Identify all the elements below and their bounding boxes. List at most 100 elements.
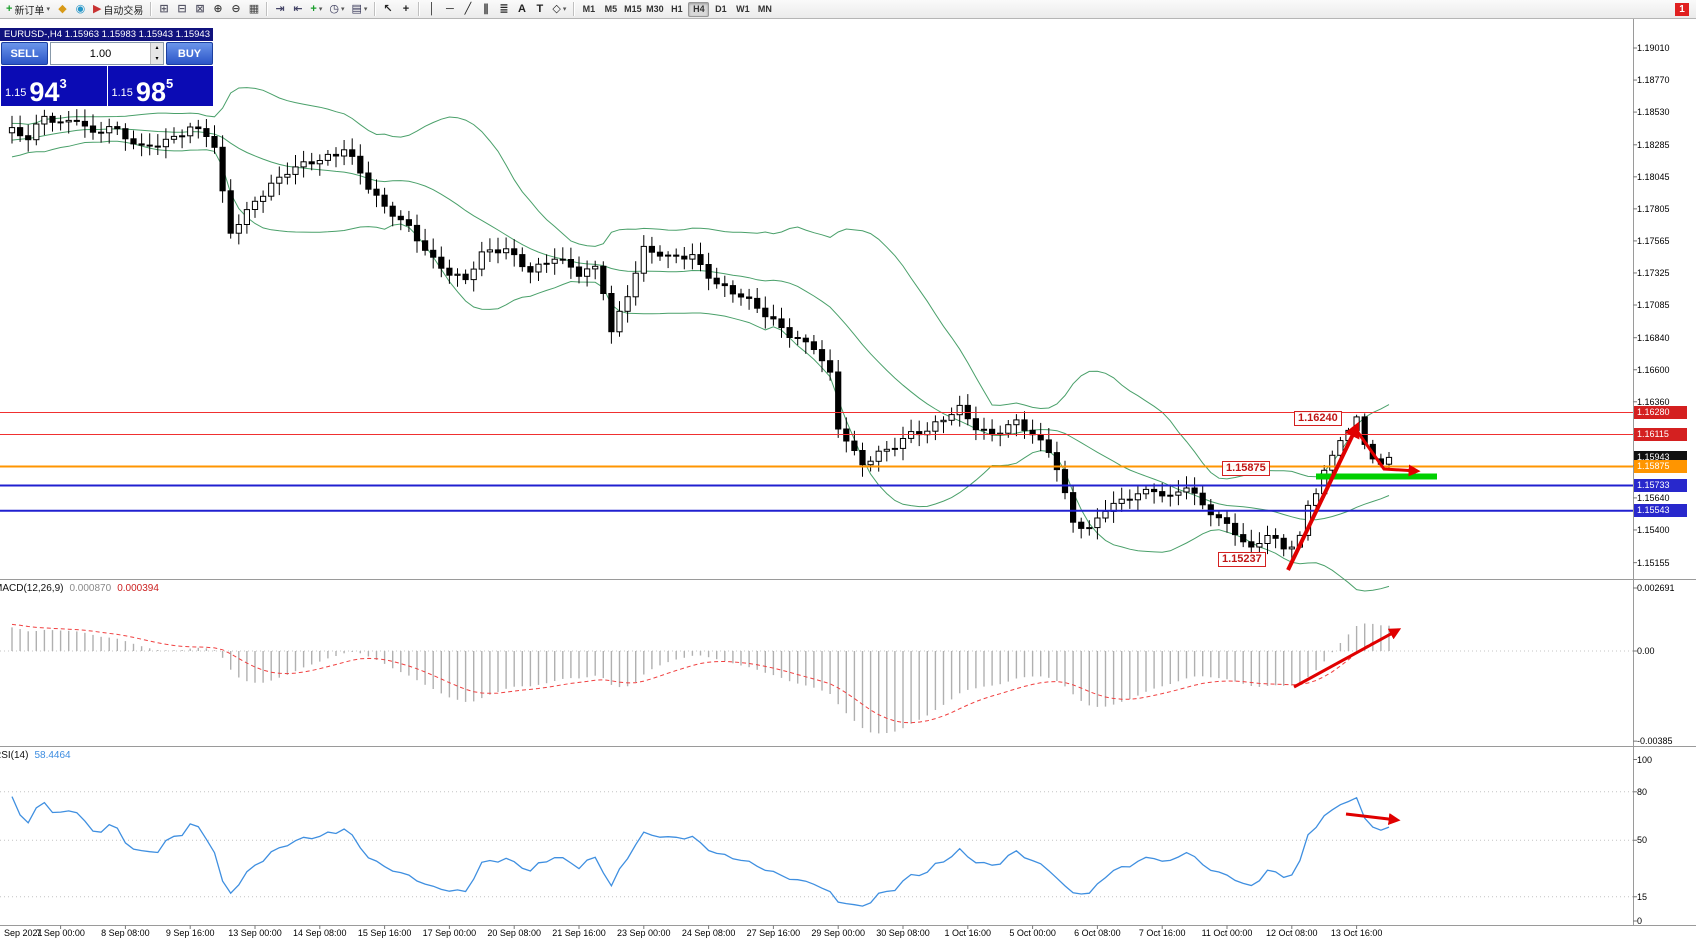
new-order-button-dropdown-icon[interactable]: ▾ — [46, 6, 50, 13]
auto-scroll-button[interactable]: ⇥ — [271, 1, 288, 17]
new-order-button-label: 新订单 — [14, 5, 45, 17]
timeframe-h1-button[interactable]: H1 — [671, 4, 683, 14]
crosshair-icon: + — [402, 2, 410, 15]
ask-price[interactable]: 1.15 98 5 — [107, 66, 213, 107]
macd-trend-arrow — [1293, 628, 1402, 689]
chart-shift-icon: ⇤ — [293, 2, 303, 15]
auto-scroll-icon: ⇥ — [275, 2, 285, 15]
channel-button[interactable]: ∥ — [477, 1, 494, 17]
new-order-button[interactable]: + 新订单 ▾ — [3, 1, 53, 17]
label-icon: T — [536, 2, 544, 15]
notification-badge[interactable]: 1 — [1675, 2, 1689, 16]
buy-button[interactable]: BUY — [166, 42, 213, 65]
timeframe-w1-button[interactable]: W1 — [736, 4, 750, 14]
zoom-in-icon: ⊕ — [213, 2, 223, 15]
rsi-value: 58.4464 — [34, 750, 71, 761]
toolbar-separator — [374, 2, 376, 16]
grid-button[interactable]: ▦ — [245, 1, 262, 17]
indicators-icon: + — [310, 2, 317, 15]
fibonacci-icon: ≣ — [499, 2, 509, 15]
timeframe-h4-button[interactable]: H4 — [688, 1, 710, 17]
horizontal-line-icon: ─ — [446, 2, 454, 15]
sell-button[interactable]: SELL — [1, 42, 48, 65]
rsi-layer — [11, 796, 1390, 907]
chart-shift-button[interactable]: ⇤ — [289, 1, 306, 17]
volume-field[interactable]: 1.00 ▴ ▾ — [50, 42, 164, 65]
fibonacci-button[interactable]: ≣ — [495, 1, 512, 17]
bid-price-prefix: 1.15 — [5, 87, 27, 99]
rsi-indicator-header: RSI(14) 58.4464 — [0, 750, 71, 761]
indicators-button-dropdown-icon[interactable]: ▾ — [318, 6, 323, 13]
macd-signal-value: 0.000394 — [117, 583, 159, 594]
quote-title: EURUSD-,H4 1.15963 1.15983 1.15943 1.159… — [0, 28, 213, 41]
pullback-arrow — [1355, 430, 1421, 477]
cascade-windows-icon: ⊟ — [177, 2, 187, 15]
annotations-layer — [1286, 421, 1437, 825]
cascade-windows-button[interactable]: ⊟ — [173, 1, 190, 17]
shapes-button-dropdown-icon[interactable]: ▾ — [562, 6, 567, 13]
toolbar-separator — [150, 2, 152, 16]
profiles-icon: ◉ — [75, 2, 86, 15]
arrange-windows-button[interactable]: ⊠ — [191, 1, 208, 17]
volume-up-button[interactable]: ▴ — [151, 43, 163, 54]
zoom-out-button[interactable]: ⊖ — [227, 1, 244, 17]
toolbar-separator — [418, 2, 420, 16]
tile-windows-button[interactable]: ⊞ — [155, 1, 172, 17]
periods-button[interactable]: ◷ ▾ — [326, 1, 347, 17]
ask-price-prefix: 1.15 — [111, 87, 133, 99]
timeframe-m30-button[interactable]: M30 — [646, 4, 664, 14]
rsi-trend-arrow — [1345, 812, 1401, 825]
bollinger-bands — [11, 87, 1390, 592]
axis-ticks — [60, 47, 1637, 929]
toolbar-separator — [573, 2, 575, 16]
templates-button-dropdown-icon[interactable]: ▾ — [363, 6, 368, 13]
one-click-trade-panel: SELL 1.00 ▴ ▾ BUY 1.15 94 3 1.15 98 5 — [1, 42, 213, 106]
label-button[interactable]: T — [531, 1, 548, 17]
channel-icon: ∥ — [483, 2, 489, 15]
cursor-button[interactable]: ↖ — [379, 1, 396, 17]
auto-trading-button[interactable]: ▶ 自动交易 — [90, 1, 146, 17]
timeframe-mn-button[interactable]: MN — [757, 4, 772, 14]
main-toolbar: + 新订单 ▾ ◆ ◉ ▶ 自动交易 ⊞ ⊟ ⊠ ⊕ ⊖ ▦ ⇥ ⇤ + ▾ ◷ ▾ ▤ ▾ ↖ + │ ─ ╱ ∥ ≣ A T ◇ ▾ M1 M… — [0, 0, 1696, 19]
volume-spinner: ▴ ▾ — [150, 43, 163, 64]
templates-button[interactable]: ▤ ▾ — [349, 1, 371, 17]
tile-windows-icon: ⊞ — [159, 2, 169, 15]
volume-down-button[interactable]: ▾ — [151, 53, 163, 64]
macd-main-value: 0.000870 — [69, 583, 112, 594]
horizontal-line-button[interactable]: ─ — [441, 1, 458, 17]
vertical-line-button[interactable]: │ — [423, 1, 440, 17]
profiles-button[interactable]: ◉ — [72, 1, 89, 17]
indicators-button[interactable]: + ▾ — [307, 1, 325, 17]
timeframe-m1-button[interactable]: M1 — [582, 4, 596, 14]
rsi-name: RSI(14) — [0, 750, 29, 761]
trendline-icon: ╱ — [464, 2, 472, 15]
ask-price-big: 98 — [135, 76, 166, 107]
shapes-button[interactable]: ◇ ▾ — [549, 1, 569, 17]
bid-price-pipette: 3 — [59, 76, 67, 91]
timeframe-m5-button[interactable]: M5 — [604, 4, 618, 14]
text-button[interactable]: A — [513, 1, 530, 17]
new-order-icon: + — [6, 2, 13, 15]
text-icon: A — [517, 2, 526, 15]
periods-icon: ◷ — [329, 2, 339, 15]
periods-button-dropdown-icon[interactable]: ▾ — [340, 6, 345, 13]
trendline-button[interactable]: ╱ — [459, 1, 476, 17]
horizontal-lines — [0, 412, 1633, 512]
volume-value: 1.00 — [89, 47, 112, 60]
macd-indicator-header: MACD(12,26,9) 0.000870 0.000394 — [0, 583, 159, 594]
panel-frame — [0, 19, 1696, 926]
zoom-out-icon: ⊖ — [231, 2, 241, 15]
new-chart-button[interactable]: ◆ — [54, 1, 71, 17]
ask-price-pipette: 5 — [165, 76, 174, 91]
zoom-in-button[interactable]: ⊕ — [209, 1, 226, 17]
bid-price[interactable]: 1.15 94 3 — [1, 66, 107, 106]
vertical-line-icon: │ — [428, 2, 436, 15]
crosshair-button[interactable]: + — [397, 1, 414, 17]
macd-layer — [11, 623, 1390, 734]
trend-up-arrow — [1286, 421, 1360, 571]
timeframe-m15-button[interactable]: M15 — [624, 4, 642, 14]
timeframe-d1-button[interactable]: D1 — [715, 4, 727, 14]
cursor-icon: ↖ — [383, 2, 393, 15]
